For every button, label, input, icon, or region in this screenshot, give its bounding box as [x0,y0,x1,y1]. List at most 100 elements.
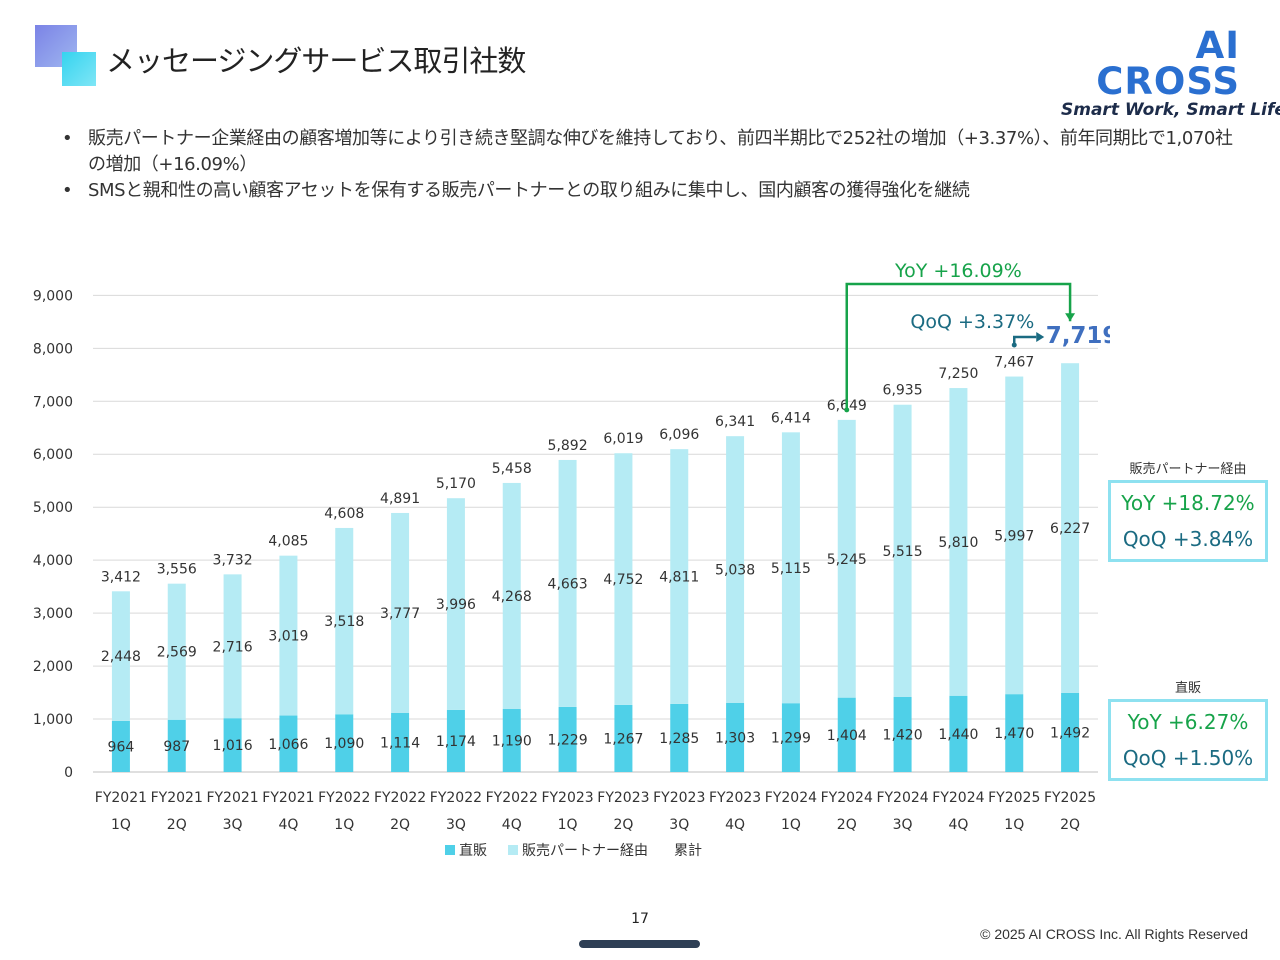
partner-value-label: 5,115 [771,561,811,577]
logo-tagline: Smart Work, Smart Life [1061,100,1280,120]
direct-bar [167,719,186,772]
qoq-arrowhead [1036,332,1045,342]
partner-bar [167,583,186,720]
bullet-item: 販売パートナー企業経由の顧客増加等により引き続き堅調な伸びを維持しており、前四半… [62,126,1237,178]
partner-value-label: 5,997 [994,528,1034,544]
direct-bar [949,695,968,772]
partner-qoq: QoQ +3.84% [1122,527,1254,551]
partner-bar [614,453,633,705]
direct-value-label: 1,229 [548,732,588,748]
x-tick-label: FY2025 [988,790,1040,806]
legend-label: 累計 [674,843,702,859]
direct-bar [446,709,465,772]
total-value-label: 7,719 [1046,323,1110,349]
x-tick-label: FY2022 [430,790,482,806]
qoq-annotation: QoQ +3.37% [910,311,1034,333]
partner-value-label: 3,996 [436,597,476,613]
title-decoration-front [62,52,96,86]
direct-value-label: 1,090 [324,736,364,752]
x-tick-label: 1Q [1004,817,1024,833]
direct-value-label: 1,016 [213,738,253,754]
partner-bar [670,449,689,704]
x-tick-label: 1Q [558,817,578,833]
x-tick-label: 3Q [669,817,689,833]
direct-bar [1005,694,1024,772]
x-tick-label: FY2024 [821,790,873,806]
direct-bar [781,703,800,772]
partner-value-label: 3,019 [268,629,308,645]
partner-bar [223,574,242,719]
direct-bar [335,714,354,772]
direct-value-label: 1,470 [994,726,1034,742]
yoy-arrowhead [1065,313,1076,322]
legend-swatch [445,845,455,855]
direct-bar [558,706,577,772]
x-tick-label: 1Q [781,817,801,833]
x-tick-label: FY2025 [1044,790,1096,806]
qoq-arrow [1013,335,1037,345]
x-tick-label: 2Q [613,817,633,833]
summary-bullets: 販売パートナー企業経由の顧客増加等により引き続き堅調な伸びを維持しており、前四半… [62,126,1237,204]
direct-value-label: 1,114 [380,736,420,752]
partner-value-label: 6,227 [1050,521,1090,537]
direct-value-label: 1,303 [715,730,755,746]
x-tick-label: FY2023 [541,790,593,806]
page-indicator-bar [579,940,700,948]
total-value-label: 3,412 [101,569,141,585]
page-title: メッセージングサービス取引社数 [106,44,526,78]
x-tick-label: FY2021 [206,790,258,806]
direct-value-label: 1,066 [268,737,308,753]
total-value-label: 4,891 [380,491,420,507]
y-tick-label: 6,000 [33,447,73,463]
total-value-label: 7,250 [938,366,978,382]
x-tick-label: 2Q [167,817,187,833]
copyright-notice: © 2025 AI CROSS Inc. All Rights Reserved [980,926,1248,942]
partner-value-label: 5,245 [827,552,867,568]
logo-wordmark: AI CROSS [1096,24,1240,103]
direct-bar [726,702,745,772]
direct-value-label: 1,267 [603,731,643,747]
direct-bar [1061,692,1080,772]
x-tick-label: FY2024 [876,790,928,806]
direct-value-label: 1,174 [436,734,476,750]
direct-value-label: 964 [108,739,135,755]
x-tick-label: 3Q [446,817,466,833]
direct-qoq: QoQ +1.50% [1122,746,1254,770]
y-tick-label: 8,000 [33,341,73,357]
y-tick-label: 4,000 [33,553,73,569]
direct-bar [111,720,130,772]
bullet-item: SMSと親和性の高い顧客アセットを保有する販売パートナーとの取り組みに集中し、国… [62,178,1237,204]
partner-bar [111,591,130,721]
company-logo: AI CROSS Smart Work, Smart Life [1061,27,1280,120]
x-tick-label: 3Q [893,817,913,833]
y-tick-label: 2,000 [33,659,73,675]
x-tick-label: FY2022 [374,790,426,806]
partner-bar [558,459,577,707]
total-value-label: 4,608 [324,506,364,522]
direct-bar [279,715,298,772]
partner-value-label: 3,518 [324,614,364,630]
y-tick-label: 3,000 [33,606,73,622]
direct-yoy: YoY +6.27% [1127,710,1249,734]
page-number: 17 [631,911,649,927]
qoq-start-dot [1011,342,1017,348]
partner-value-label: 5,810 [938,535,978,551]
partner-value-label: 2,569 [157,645,197,661]
partner-value-label: 5,038 [715,563,755,579]
total-value-label: 4,085 [268,534,308,550]
direct-value-label: 1,285 [659,731,699,747]
direct-bar [502,708,521,772]
x-tick-label: FY2024 [932,790,984,806]
direct-value-label: 987 [163,739,190,755]
direct-bar [614,704,633,772]
partner-value-label: 2,448 [101,649,141,665]
direct-bar [670,703,689,772]
partner-bar [335,527,354,715]
x-tick-label: 3Q [223,817,243,833]
x-tick-label: 4Q [725,817,745,833]
partner-bar [1005,376,1024,695]
total-value-label: 6,935 [883,383,923,399]
direct-value-label: 1,404 [827,728,867,744]
partner-bar [781,432,800,704]
total-value-label: 5,458 [492,461,532,477]
